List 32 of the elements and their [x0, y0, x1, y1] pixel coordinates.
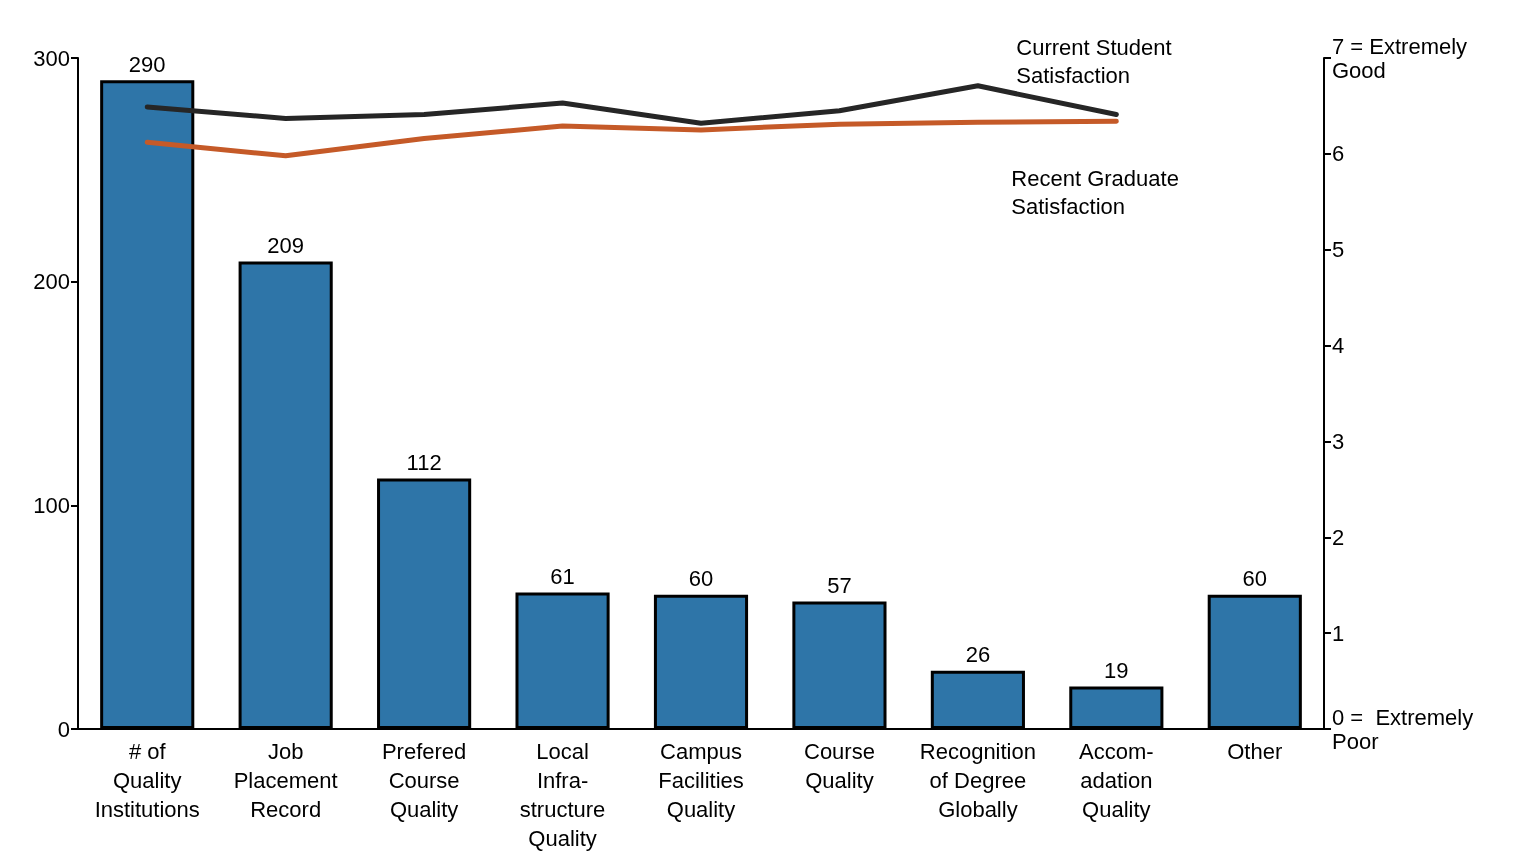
y2-tick-label: 0 = Extremely Poor [1332, 704, 1474, 754]
data-label: 60 [688, 566, 714, 592]
data-label: 57 [827, 573, 852, 599]
data-label: 112 [406, 449, 442, 475]
data-label: 290 [128, 51, 166, 77]
y-tick-label: 300 [33, 45, 70, 71]
data-label: 61 [550, 564, 575, 590]
x-tick-label: Job Placement Record [233, 739, 338, 822]
y2-tick-label: 6 [1332, 141, 1345, 167]
y2-tick-label: 4 [1332, 333, 1345, 359]
data-label: 26 [965, 642, 991, 668]
series-label: Current Student Satisfaction [1016, 35, 1172, 89]
x-tick-label: Course Quality [803, 739, 875, 793]
y2-tick-label: 7 = Extremely Good [1332, 33, 1468, 83]
x-tick-label: # of Quality Institutions [94, 739, 200, 822]
x-tick-label: Accom- adation Quality [1079, 739, 1154, 822]
x-tick-label: Campus Facilities Quality [658, 739, 744, 822]
y2-tick-label: 3 [1332, 428, 1345, 454]
y-tick-label: 0 [57, 716, 70, 742]
x-tick-label: Other [1227, 739, 1283, 764]
x-tick-label: Prefered Course Quality [381, 739, 467, 822]
y2-tick-label: 2 [1332, 524, 1345, 550]
data-label: 60 [1242, 566, 1268, 592]
x-tick-label: Local Infra- structure Quality [519, 739, 606, 851]
y2-tick-label: 5 [1332, 237, 1345, 263]
x-tick-label: Recognition of Degree Globally [919, 739, 1036, 822]
series-label: Recent Graduate Satisfaction [1011, 165, 1179, 219]
y-tick-label: 200 [33, 269, 70, 295]
data-label: 19 [1104, 658, 1129, 683]
y2-tick-label: 1 [1332, 620, 1345, 646]
data-label: 209 [267, 233, 305, 259]
y-tick-label: 100 [33, 492, 70, 518]
